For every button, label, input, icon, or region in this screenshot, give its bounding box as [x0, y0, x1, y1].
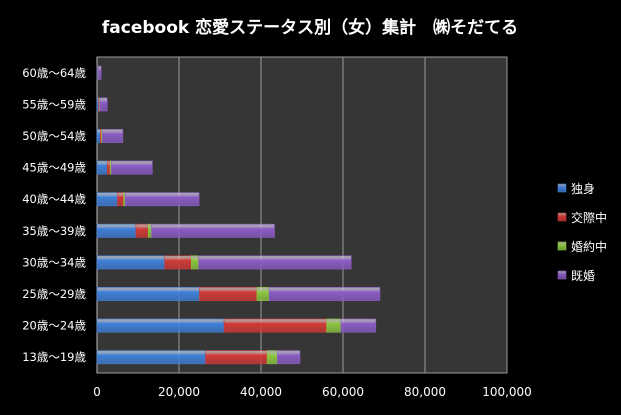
x-tick-label: 60,000 [322, 385, 364, 399]
legend-label: 婚約中 [571, 239, 607, 254]
bar-segment [199, 287, 258, 301]
bar-segment [96, 255, 165, 270]
bar-segment [117, 192, 124, 207]
legend-label: 独身 [571, 181, 595, 196]
bar-segment [147, 223, 152, 238]
x-tick-labels: 0 20,000 40,000 60,000 80,000 100,000 [93, 385, 532, 399]
bar-segment [96, 223, 137, 238]
category-label: 55歳～59歳 [22, 97, 86, 111]
bar-segment [96, 318, 225, 333]
legend-swatch [557, 212, 567, 222]
legend-swatch [557, 241, 567, 251]
legend-label: 既婚 [571, 269, 595, 283]
bar-segment [198, 255, 352, 270]
bar-segment [99, 97, 108, 112]
bar-segment [277, 350, 301, 365]
bar-segment [256, 287, 270, 301]
bar-segment [151, 223, 275, 238]
bar-segment [111, 160, 153, 175]
x-tick-label: 100,000 [482, 385, 532, 399]
bar-segment [205, 350, 268, 365]
bar-segment [96, 129, 101, 143]
bar-segment [266, 350, 278, 365]
bar-segment [124, 192, 200, 207]
category-label: 20歳～24歳 [22, 319, 86, 333]
bars [96, 65, 381, 365]
category-label: 35歳～39歳 [22, 224, 86, 238]
legend-swatch [557, 270, 567, 280]
category-labels: 60歳～64歳 55歳～59歳 50歳～54歳 45歳～49歳 40歳～44歳 35歳～3… [22, 66, 86, 364]
x-tick-label: 0 [93, 385, 101, 399]
x-tick-label: 80,000 [404, 385, 446, 399]
category-label: 60歳～64歳 [22, 66, 86, 80]
x-tick-label: 20,000 [158, 385, 200, 399]
bar-segment [223, 318, 327, 333]
bar-segment [98, 65, 102, 80]
bar-segment [96, 287, 200, 301]
bar-segment [191, 255, 199, 270]
bar-segment [268, 287, 381, 301]
category-label: 40歳～44歳 [22, 192, 86, 206]
bar-segment [96, 192, 118, 207]
category-label: 50歳～54歳 [22, 129, 86, 143]
bar-segment [340, 318, 377, 333]
legend-swatch [557, 183, 567, 193]
bar-segment [102, 129, 124, 143]
category-label: 45歳～49歳 [22, 161, 86, 175]
bar-segment [326, 318, 342, 333]
bar-segment [96, 350, 206, 365]
bar-segment [96, 160, 108, 175]
category-label: 13歳～19歳 [22, 350, 86, 364]
category-label: 30歳～34歳 [22, 255, 86, 269]
chart-title: facebook 恋愛ステータス別（女）集計 ㈱そだてる [102, 17, 518, 38]
x-tick-label: 40,000 [240, 385, 282, 399]
legend-label: 交際中 [571, 210, 607, 225]
bar-segment [106, 160, 111, 175]
bar-segment [164, 255, 192, 270]
bar-segment [135, 223, 149, 238]
category-label: 25歳～29歳 [22, 287, 86, 301]
